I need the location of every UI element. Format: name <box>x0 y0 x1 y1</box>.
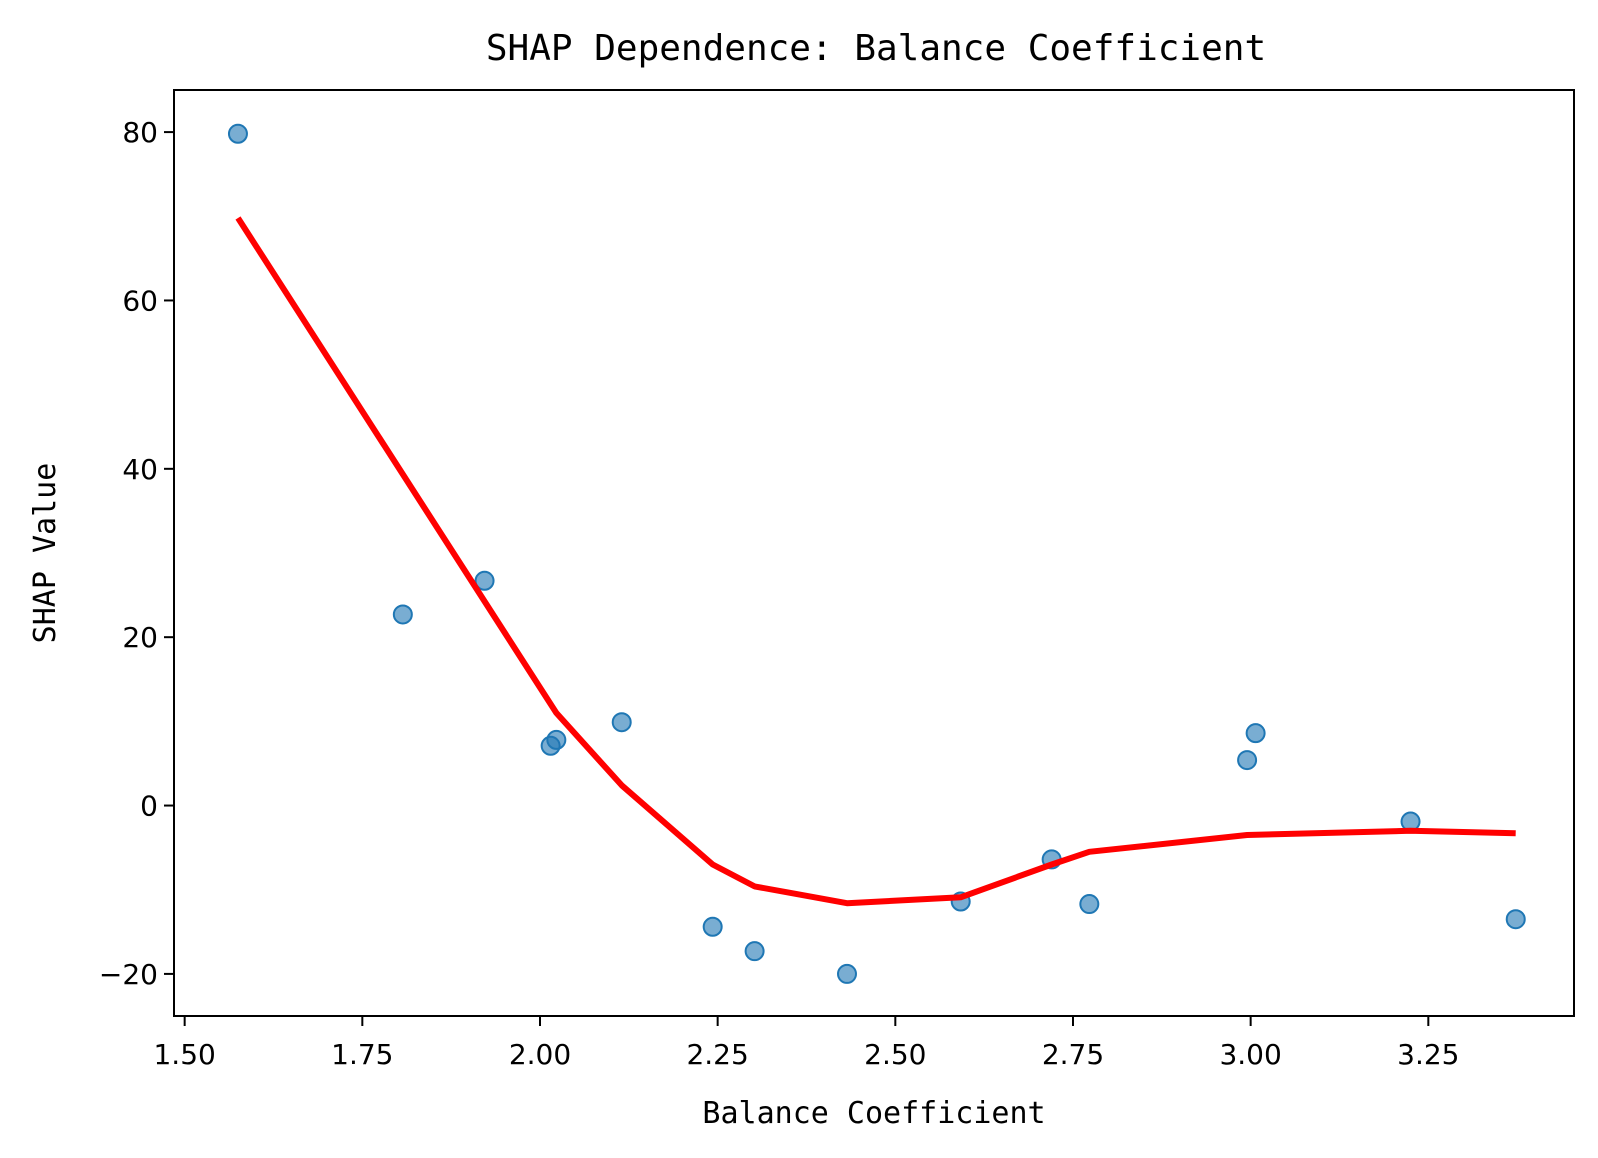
x-tick-label: 2.50 <box>864 1038 926 1071</box>
y-tick-label: −20 <box>99 958 158 991</box>
y-tick-label: 0 <box>140 790 158 823</box>
y-tick-label: 60 <box>122 284 158 317</box>
plot-frame <box>173 89 1575 1017</box>
data-point <box>1245 723 1266 744</box>
y-axis-label: SHAP Value <box>28 463 63 644</box>
x-tick-label: 1.75 <box>331 1038 393 1071</box>
data-point <box>611 712 632 733</box>
x-axis-label: Balance Coefficient <box>702 1096 1045 1131</box>
y-axis: −20 0 20 40 60 80 <box>99 116 174 991</box>
data-point <box>392 604 413 625</box>
scatter-series <box>227 123 1526 984</box>
data-point <box>836 963 857 984</box>
y-tick-label: 40 <box>122 453 158 486</box>
x-tick-label: 3.25 <box>1397 1038 1459 1071</box>
data-point <box>474 570 495 591</box>
chart-title: SHAP Dependence: Balance Coefficient <box>486 28 1266 69</box>
line-series <box>235 216 1516 907</box>
x-tick-label: 2.00 <box>509 1038 571 1071</box>
data-point <box>1505 909 1526 930</box>
data-point <box>1079 894 1100 915</box>
y-tick-label: 20 <box>122 621 158 654</box>
x-tick-label: 3.00 <box>1219 1038 1281 1071</box>
data-point <box>702 916 723 937</box>
trend-line <box>235 216 1516 907</box>
plot-area <box>174 90 1574 1016</box>
x-tick-label: 2.75 <box>1042 1038 1104 1071</box>
x-tick-label: 1.50 <box>153 1038 215 1071</box>
y-tick-label: 80 <box>122 116 158 149</box>
x-axis: 1.50 1.75 2.00 2.25 2.50 2.75 3.00 3.25 <box>153 1016 1459 1071</box>
data-point <box>744 941 765 962</box>
data-point <box>546 729 567 750</box>
data-point <box>227 123 248 144</box>
x-tick-label: 2.25 <box>686 1038 748 1071</box>
data-point <box>1237 750 1258 771</box>
